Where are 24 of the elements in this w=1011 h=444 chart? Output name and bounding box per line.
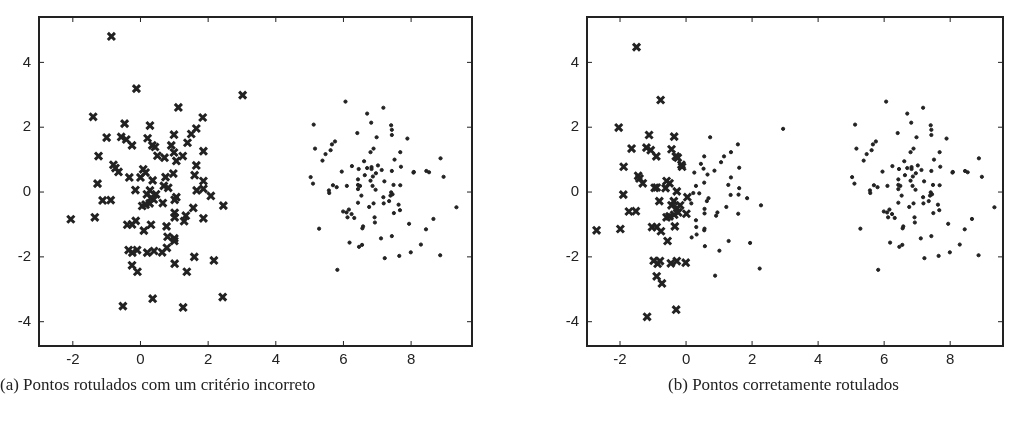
x-tick-label: 4: [813, 350, 823, 368]
text: (b) Pontos corretamente rotulados: [667, 374, 900, 396]
y-tick-label: 4: [22, 52, 31, 70]
y-tick-label: -4: [17, 311, 31, 329]
x-tick-label: -2: [66, 350, 80, 368]
text: (a) Pontos rotulados com um critério incorreto: [0, 374, 317, 396]
x-tick-label: 2: [747, 350, 757, 368]
x-tick-label: 2: [203, 350, 213, 368]
y-tick-label: -2: [565, 247, 579, 264]
y-tick-label: 0: [22, 182, 31, 200]
x-tick-label: -2: [613, 350, 627, 368]
x-tick-label: 8: [406, 350, 416, 368]
y-tick-label: -4: [565, 311, 579, 329]
x-tick-label: 8: [946, 350, 955, 368]
x-tick-label: 6: [879, 350, 889, 368]
y-tick-label: 0: [570, 182, 579, 200]
x-tick-label: 6: [339, 350, 348, 368]
x-tick-label: 0: [681, 350, 691, 368]
y-tick-label: 4: [570, 52, 579, 70]
x-tick-label: 0: [136, 350, 145, 368]
y-tick-label: -2: [17, 247, 31, 264]
y-tick-label: 2: [22, 117, 31, 135]
x-tick-label: 4: [271, 350, 280, 368]
y-tick-label: 2: [570, 117, 579, 135]
